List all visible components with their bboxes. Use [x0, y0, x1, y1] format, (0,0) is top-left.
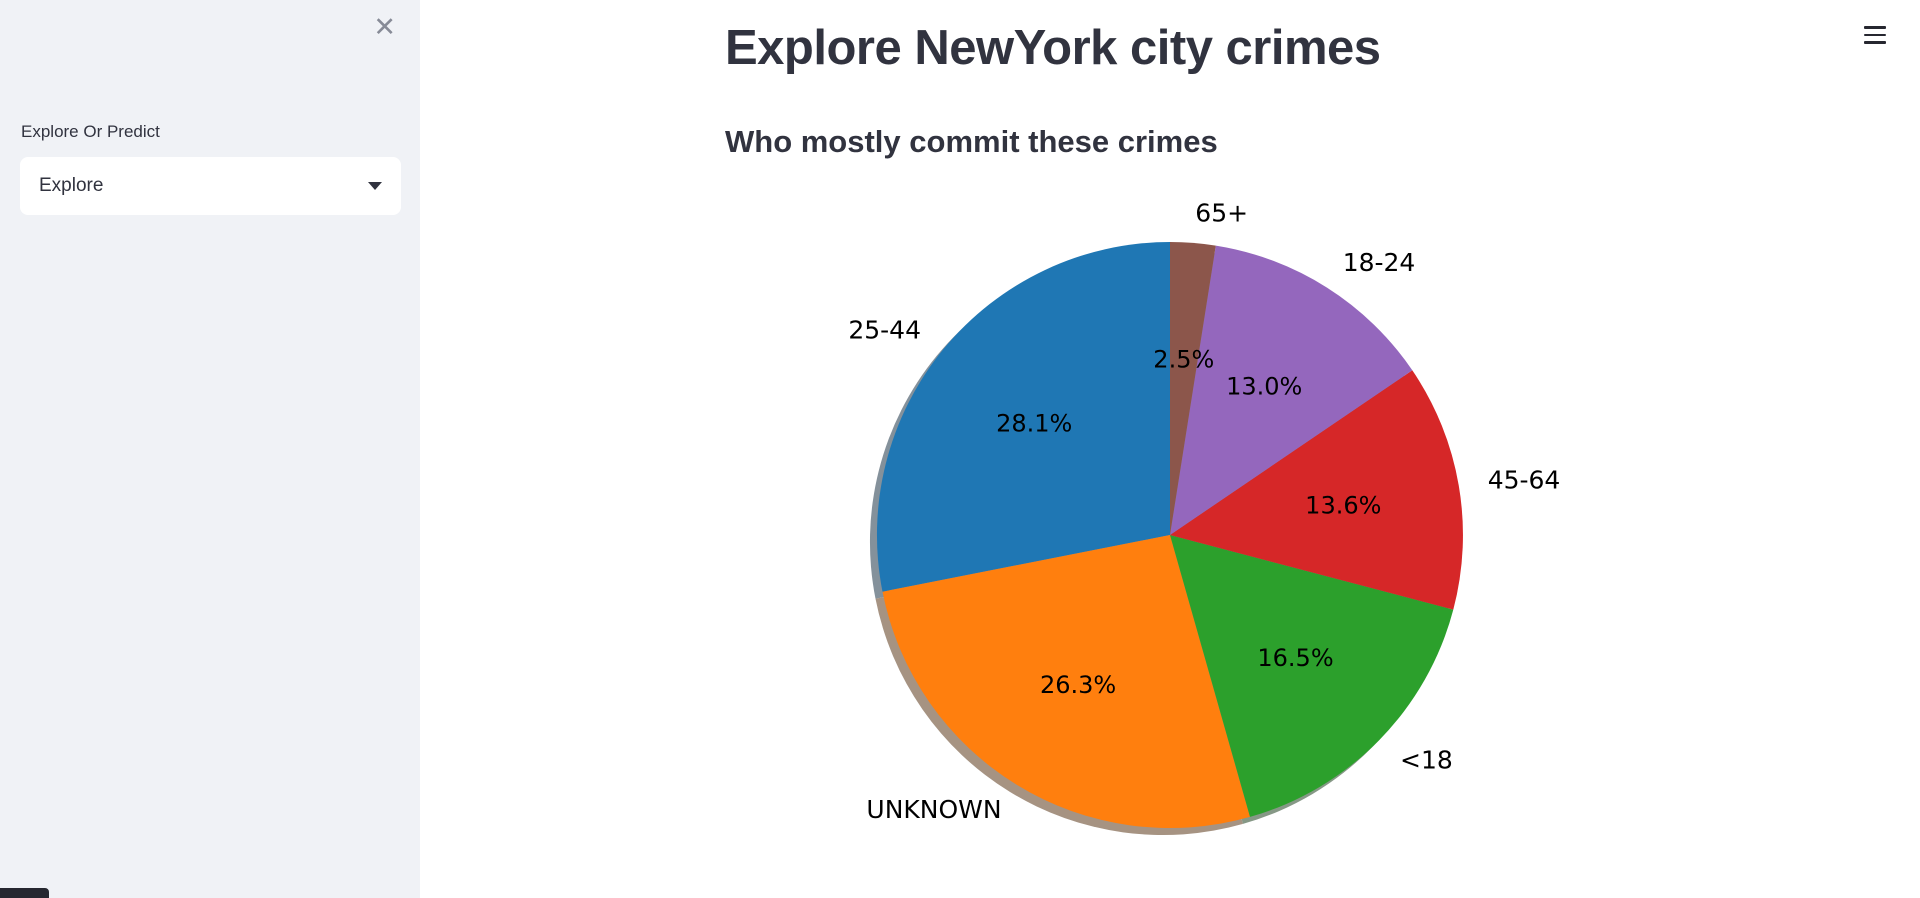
explore-or-predict-select[interactable]: Explore: [20, 157, 401, 215]
pie-category-label: 45-64: [1488, 466, 1561, 495]
pie-percent-label: 13.6%: [1305, 491, 1381, 519]
pie-percent-label: 13.0%: [1226, 373, 1302, 401]
pie-percent-label: 16.5%: [1257, 644, 1333, 672]
pie-percent-label: 26.3%: [1040, 671, 1116, 699]
pie-category-label: 25-44: [848, 315, 921, 344]
pie-slice-18-24: [1170, 245, 1413, 535]
main-content: Explore NewYork city crimes Who mostly c…: [420, 0, 1920, 898]
pie-category-label: 18-24: [1343, 248, 1416, 277]
chart-title: Who mostly commit these crimes: [725, 124, 1218, 159]
sidebar: ✕ Explore Or Predict Explore: [0, 0, 420, 898]
pie-category-label: UNKNOWN: [866, 795, 1001, 824]
close-icon[interactable]: ✕: [373, 12, 396, 43]
pie-slice-45-64: [1170, 370, 1463, 610]
hamburger-bar: [1864, 41, 1886, 44]
page-title: Explore NewYork city crimes: [725, 21, 1381, 75]
hamburger-bar: [1864, 33, 1886, 36]
pie-slice-<18: [1170, 535, 1454, 817]
pie-chart: 28.1% 25-44 26.3% UNKNOWN 16.5% <18 13.6% 45-64…: [848, 199, 1561, 836]
pie-slice-25-44: [876, 242, 1170, 592]
bottom-left-partial-widget[interactable]: [0, 888, 49, 898]
pie-percent-label: 28.1%: [996, 409, 1072, 437]
hamburger-menu-icon[interactable]: [1864, 26, 1886, 44]
pie-slice-65+: [1170, 242, 1216, 535]
hamburger-bar: [1864, 26, 1886, 29]
chevron-down-icon: [368, 182, 382, 190]
pie-percent-label: 2.5%: [1153, 346, 1214, 374]
select-label: Explore Or Predict: [21, 122, 160, 141]
pie-category-label: <18: [1400, 746, 1453, 775]
select-value: Explore: [39, 175, 104, 196]
pie-slice-UNKNOWN: [882, 535, 1250, 829]
pie-category-label: 65+: [1195, 199, 1248, 228]
